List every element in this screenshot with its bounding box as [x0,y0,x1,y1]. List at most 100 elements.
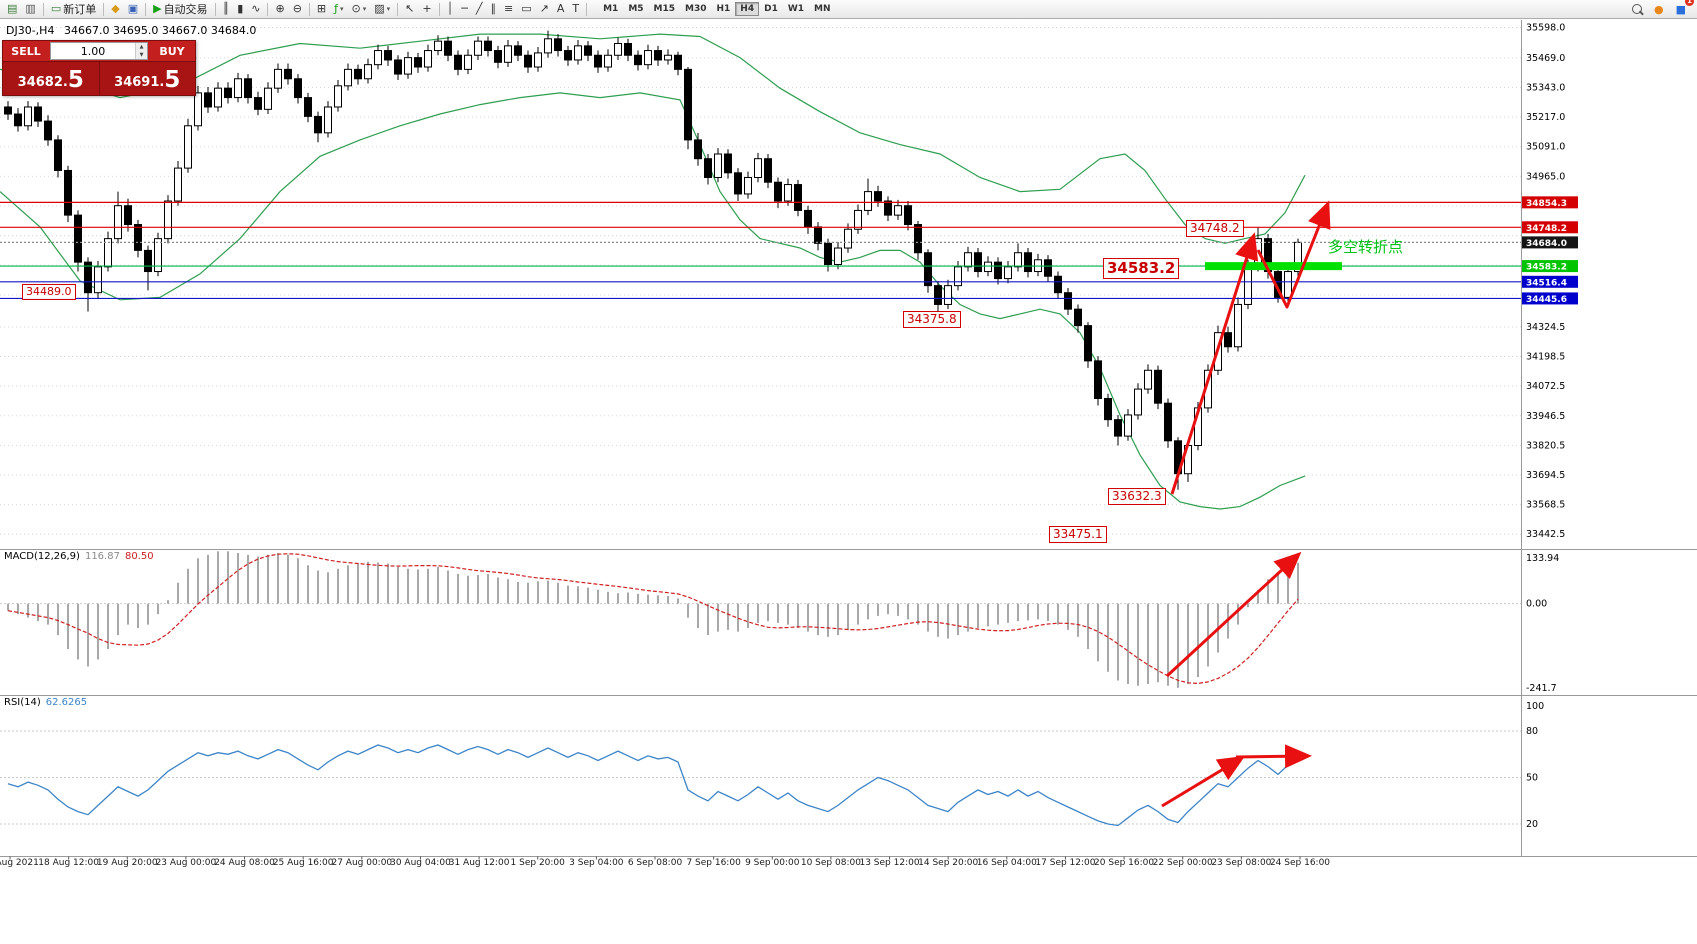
candle-body [134,224,142,251]
candle-body [784,184,792,202]
arrows-tool-button[interactable]: ↗ [536,0,553,18]
shapes-button[interactable]: ▭ [517,0,535,18]
candle-body [304,97,312,117]
text-button[interactable]: A [553,0,569,18]
profiles-button[interactable]: ▥ [21,0,39,18]
candle-body [724,153,732,174]
volume-input[interactable] [51,43,135,59]
timeframe-m15-button[interactable]: M15 [653,4,676,14]
candle-body [364,64,372,80]
search-icon[interactable] [1628,0,1646,18]
community-icon[interactable]: ■ 1 [1672,0,1694,18]
timeframe-toolbar: M1 M5 M15 M30 H1 H4 D1 W1 MN [598,0,835,18]
new-order-button[interactable]: ▭ 新订单 [47,0,100,18]
candle-body [34,106,42,122]
channel-button[interactable]: ∥ [486,0,500,18]
line-chart-button[interactable]: ∿ [247,0,264,18]
horizontal-line-button[interactable]: ─ [457,0,472,18]
price-tag [1522,275,1578,288]
crosshair-button[interactable]: + [418,0,435,18]
candle-body [204,92,212,108]
timeframe-w1-button[interactable]: W1 [787,4,805,14]
price-tag [1522,236,1578,249]
sell-button[interactable]: SELL [11,44,41,58]
timeframe-d1-button[interactable]: D1 [764,4,778,14]
date-axis-label: 9 Sep 00:00 [745,858,800,868]
candle-body [384,50,392,61]
tile-windows-button[interactable]: ⊞ [313,0,330,18]
candle-body [814,226,822,244]
candle-body [374,50,382,66]
zoom-in-button[interactable]: ⊕ [271,0,288,18]
macd-name: MACD(12,26,9) [4,551,80,562]
price-axis-label: 33820.5 [1526,440,1565,451]
candle-body [1114,419,1122,437]
candlestick-chart-button[interactable]: ▮ [233,0,247,18]
new-chart-button[interactable]: ▤ [3,0,21,18]
zoom-out-button[interactable]: ⊖ [289,0,306,18]
metaeditor-button[interactable]: ◆ [107,0,123,18]
candle-body [264,87,272,110]
price-annotation: 34583.2 [1103,258,1180,279]
timeframe-h1-button[interactable]: H1 [716,4,731,14]
timeframe-m5-button[interactable]: M5 [628,4,644,14]
buy-button[interactable]: BUY [159,44,185,58]
line-chart-button-icon: ∿ [251,2,261,15]
volume-decrease-button[interactable]: ▼ [136,51,147,59]
autotrading-button-label: 自动交易 [163,3,208,16]
price-annotation: 34489.0 [22,284,76,300]
date-axis-label: 24 Aug 08:00 [214,858,275,868]
date-axis-label: 17 Aug 2021 [0,858,39,868]
candle-body [504,45,512,63]
date-axis-label: 30 Aug 04:00 [390,858,451,868]
candle-body [1164,402,1172,442]
zoom-in-button-icon: ⊕ [275,2,285,15]
periods-button[interactable]: ⊙ ▾ [348,0,371,18]
cursor-button[interactable]: ↖ [401,0,418,18]
templates-button-icon: ▨ [374,2,385,15]
volume-increase-button[interactable]: ▲ [136,43,147,51]
indicators-button[interactable]: ƒ ▾ [330,0,347,18]
vertical-line-button[interactable]: │ [443,0,458,18]
candle-body [664,54,672,61]
date-axis-label: 31 Aug 12:00 [448,858,510,868]
toolbar-buttons: ▤ ▥ ▭ 新订单 ◆ ▣ ▶ 自动交易 ║ ▮ ∿ ⊕ ⊖ ⊞ ƒ ▾ ⊙ ▾ ▨ ▾ ↖ + │ ─ ╱ ∥ ≡ ▭ ↗ A T [3,0,590,18]
timeframe-m1-button[interactable]: M1 [603,4,619,14]
dropdown-caret-icon: ▾ [340,5,344,13]
trendline-button[interactable]: ╱ [472,0,487,18]
price-axis-label: 34072.5 [1526,381,1565,392]
buy-price[interactable]: 34691. 5 [100,62,196,95]
candle-body [654,50,662,61]
candle-body [104,238,112,268]
print-button[interactable]: ▣ [124,0,142,18]
timeframe-m30-button[interactable]: M30 [685,4,707,14]
macd-value: 116.87 [84,551,120,562]
candlestick-chart-button-icon: ▮ [237,2,244,15]
fibonacci-button[interactable]: ≡ [500,0,517,18]
macd-panel [0,551,1521,688]
trend-arrow [1170,232,1259,495]
price-axis-label: 33568.5 [1526,500,1565,511]
price-tag [1522,292,1578,305]
toolbar-right: ● ■ 1 [1628,0,1694,18]
bars-chart-button[interactable]: ║ [219,0,234,18]
alerts-icon[interactable]: ● [1650,0,1668,18]
trend-arrow [1256,200,1331,309]
timeframe-h4-button[interactable]: H4 [735,2,760,16]
time-ticks [9,856,1301,860]
candle-body [24,106,32,127]
autotrading-button[interactable]: ▶ 自动交易 [149,0,211,18]
sell-price[interactable]: 34682. 5 [3,62,100,95]
label-button[interactable]: T [568,0,583,18]
candle-body [394,59,402,75]
bars-chart-button-icon: ║ [222,2,230,15]
candle-body [874,191,882,202]
templates-button[interactable]: ▨ ▾ [370,0,394,18]
autotrading-button-icon: ▶ [153,2,162,15]
date-axis-label: 3 Sep 04:00 [569,858,624,868]
timeframe-mn-button[interactable]: MN [814,4,831,14]
candle-body [714,153,722,179]
candle-body [74,214,82,263]
candle-body [1054,275,1062,294]
